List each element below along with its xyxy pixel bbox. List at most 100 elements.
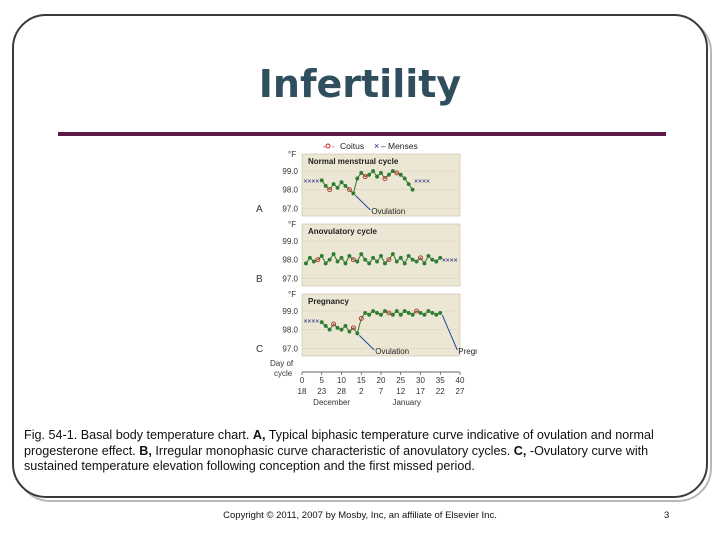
panel-background [301,293,461,357]
temperature-point [375,174,380,179]
x-axis-title: cycle [274,369,293,378]
temperature-point [382,261,387,266]
y-axis-unit: °F [288,290,296,299]
x-tick-label: 20 [377,376,386,385]
menses-mark: × [311,178,315,185]
annotation-label: Pregnancy [458,347,477,356]
temperature-point [430,257,435,262]
temperature-point [386,172,391,177]
y-tick-label: 99.0 [282,167,298,176]
temperature-point [323,261,328,266]
temperature-point [434,259,439,264]
temperature-point [339,327,344,332]
temperature-point [355,331,360,336]
coitus-point [327,187,333,193]
caption-c-label: C, [513,443,527,458]
coitus-point [350,325,356,331]
x-tick-label: 25 [396,376,405,385]
temperature-point [375,310,380,315]
temperature-point [398,312,403,317]
temperature-point [331,252,336,257]
temperature-point [327,327,332,332]
coitus-point [358,316,364,321]
page-number: 3 [664,510,670,521]
y-axis-unit: °F [288,150,296,159]
temperature-point [438,310,443,315]
copyright-notice: Copyright © 2011, 2007 by Mosby, Inc, an… [223,510,497,521]
menses-mark: × [454,258,458,265]
coitus-point [362,174,368,180]
date-tick-label: 12 [396,387,405,396]
temperature-point [343,323,348,328]
date-tick-label: 7 [379,387,384,396]
date-tick-label: 27 [456,387,465,396]
temperature-point [319,253,324,258]
menses-mark: × [422,178,426,185]
temperature-point [311,259,316,264]
temperature-point [426,253,431,258]
temperature-point [398,255,403,260]
panel-letter: B [256,274,263,285]
temperature-point [363,257,368,262]
temperature-point [355,259,360,264]
x-tick-label: 35 [436,376,445,385]
coitus-point [394,170,400,176]
temperature-point [414,259,419,264]
coitus-legend-icon [325,143,331,149]
y-tick-label: 98.0 [282,256,298,265]
temperature-point [347,253,352,258]
menses-mark: × [303,178,307,185]
temperature-point [367,261,372,266]
date-tick-label: 2 [359,387,364,396]
temperature-point [375,259,380,264]
temperature-point [402,309,407,313]
menses-mark: × [307,178,311,185]
temperature-point [307,255,312,260]
temperature-point [335,325,340,330]
date-tick-label: 22 [436,387,445,396]
y-tick-label: 99.0 [282,237,298,246]
x-tick-label: 5 [320,376,325,385]
temperature-point [438,255,443,260]
coitus-point [346,187,352,193]
y-tick-label: 98.0 [282,326,298,335]
y-axis-unit: °F [288,220,296,229]
x-tick-label: 40 [456,376,465,385]
temperature-point [339,180,344,185]
y-tick-label: 97.0 [282,344,298,353]
panel-background [301,153,461,217]
temperature-point [335,259,340,264]
caption-c-text: -Ovulatory curve with sustained temperat… [24,443,649,474]
annotation-arrow [355,195,371,211]
x-axis-title: Day of [270,359,294,368]
caption-b-text: Irregular monophasic curve characteristi… [155,443,511,458]
temperature-point [359,170,364,175]
chart-legend: - - Coitus × – Menses [323,141,418,151]
menses-legend-label: Menses [388,141,418,151]
temperature-point [335,185,340,190]
y-tick-label: 98.0 [282,186,298,195]
coitus-point [350,257,356,263]
coitus-point [418,255,423,261]
temperature-point [304,261,308,266]
panel-title: Normal menstrual cycle [308,157,399,166]
slide-frame [12,14,708,498]
menses-mark: × [303,318,307,325]
temperature-point [410,257,415,262]
temperature-point [323,323,328,328]
menses-mark: × [426,178,430,185]
temperature-point [343,183,348,188]
temperature-point [347,329,352,334]
menses-mark: × [315,178,319,185]
annotation-arrow [358,335,375,351]
month-label: December [313,398,350,407]
temperature-point [418,310,423,315]
temperature-point [410,312,415,317]
x-tick-label: 15 [357,376,366,385]
coitus-legend-symbol-right: - [332,142,335,151]
temperature-point [323,183,328,188]
